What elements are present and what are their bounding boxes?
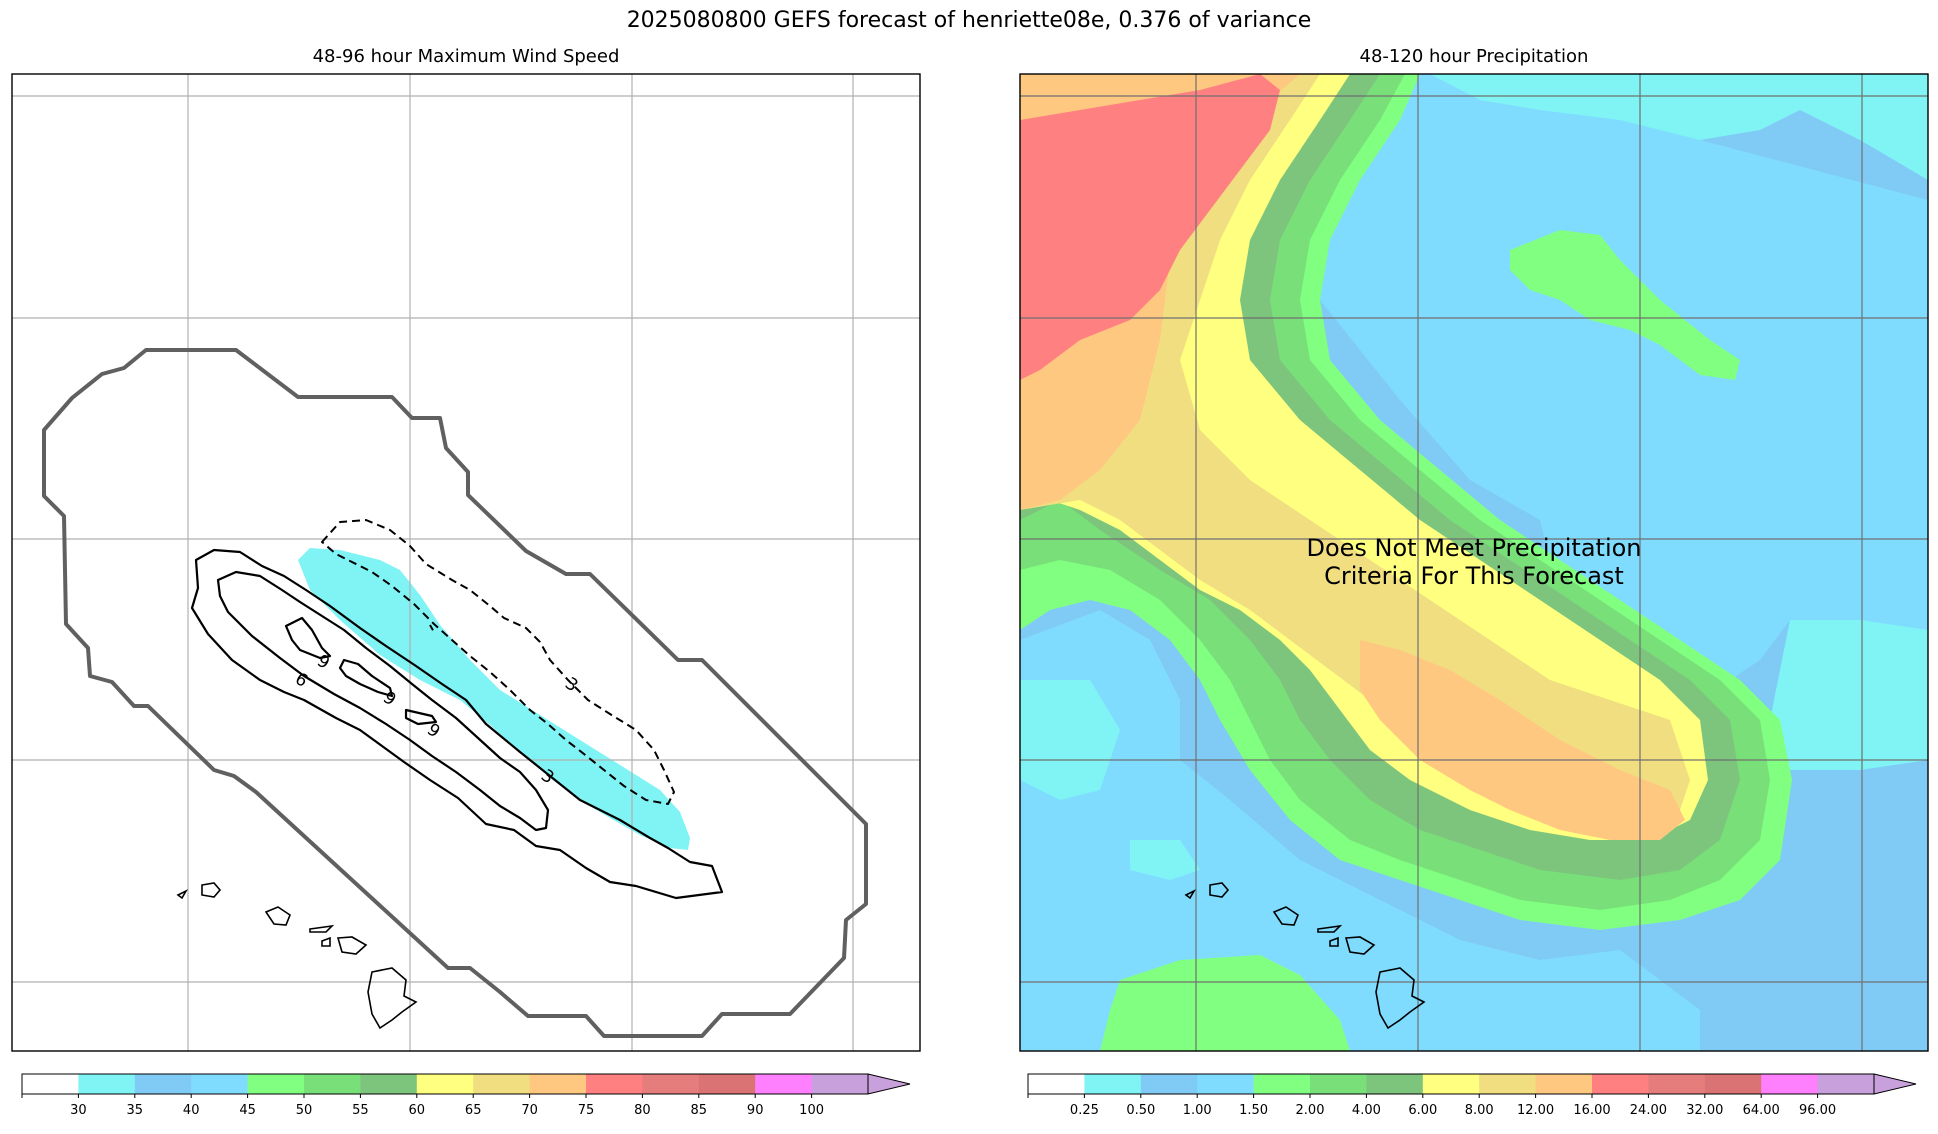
wind-colorbar-tick-label: 55	[352, 1103, 369, 1118]
wind-colorbar-swatch	[247, 1074, 305, 1094]
hawaii-islands-right	[1184, 882, 1426, 1030]
wind-colorbar-swatch	[360, 1074, 418, 1094]
precip-colorbar-swatch	[1592, 1074, 1649, 1094]
wind-colorbar-tick-label: 80	[634, 1103, 651, 1118]
wind-map-panel: 3 3 6 9 9 9	[11, 73, 921, 1052]
precip-colorbar-swatch	[1535, 1074, 1593, 1094]
wind-shaded-region	[298, 548, 690, 850]
wind-colorbar-tick-label: 85	[691, 1103, 708, 1118]
precip-colorbar-tick-label: 24.00	[1630, 1103, 1667, 1118]
precip-colorbar-tick-label: 16.00	[1573, 1103, 1610, 1118]
precip-panel-title: 48-120 hour Precipitation	[1359, 46, 1589, 67]
precip-colorbar-swatch	[1028, 1074, 1085, 1094]
precip-colorbar-tick-label: 12.00	[1517, 1103, 1554, 1118]
precip-colorbar-swatch	[1648, 1074, 1706, 1094]
wind-colorbar-tick-label: 100	[799, 1103, 824, 1118]
wind-panel-title: 48-96 hour Maximum Wind Speed	[312, 46, 620, 67]
precip-colorbar-tick-label: 4.00	[1352, 1103, 1381, 1118]
precip-colorbar-swatch	[1761, 1074, 1819, 1094]
wind-colorbar-tick-label: 50	[296, 1103, 313, 1118]
wind-colorbar-swatch	[191, 1074, 249, 1094]
precip-colorbar-tick-label: 8.00	[1465, 1103, 1494, 1118]
wind-colorbar-swatch	[698, 1074, 756, 1094]
wind-colorbar-swatch	[134, 1074, 192, 1094]
wind-contour-neg3b	[429, 624, 435, 633]
precip-colorbar-tick-label: 96.00	[1799, 1103, 1836, 1118]
precip-colorbar-swatch	[1422, 1074, 1480, 1094]
precip-grid	[1020, 74, 1928, 1051]
precip-colorbar-tick-label: 1.00	[1183, 1103, 1212, 1118]
precip-colorbar-swatch	[1479, 1074, 1537, 1094]
wind-contour-neg3	[321, 519, 675, 805]
precip-colorbar-tick-label: 32.00	[1686, 1103, 1723, 1118]
precip-colorbar-swatch	[1197, 1074, 1255, 1094]
wind-colorbar-tick-label: 65	[465, 1103, 482, 1118]
wind-colorbar-swatch	[529, 1074, 587, 1094]
wind-envelope-contour	[42, 348, 868, 1038]
precip-colorbar-swatch	[1817, 1074, 1875, 1094]
precip-colorbar-swatch	[1140, 1074, 1198, 1094]
precip-colorbar-tick-label: 1.50	[1239, 1103, 1268, 1118]
wind-colorbar-tick-label: 60	[409, 1103, 426, 1118]
precip-colorbar-tick-label: 6.00	[1408, 1103, 1437, 1118]
wind-colorbar-tick-label: 35	[127, 1103, 144, 1118]
precip-colorbar-tick-label: 64.00	[1743, 1103, 1780, 1118]
precip-colorbar-tick-label: 0.25	[1070, 1103, 1099, 1118]
wind-colorbar-swatch	[473, 1074, 531, 1094]
precip-colorbar-swatch	[1366, 1074, 1424, 1094]
wind-colorbar-tick-label: 90	[747, 1103, 764, 1118]
precip-map-panel: Does Not Meet Precipitation Criteria For…	[1019, 73, 1929, 1052]
precip-criteria-line2: Criteria For This Forecast	[1324, 562, 1624, 590]
wind-colorbar-swatch	[78, 1074, 136, 1094]
wind-contour-9a	[216, 570, 550, 832]
wind-contour-9d	[404, 708, 438, 726]
precip-colorbar-tick-label: 0.50	[1126, 1103, 1155, 1118]
precip-colorbar: 0.25 0.50 1.00 1.50 2.00 4.00 6.00 8.00 12.00 16.…	[1027, 1073, 1917, 1118]
wind-colorbar-extend-arrow	[867, 1073, 911, 1095]
wind-colorbar-tick-label: 70	[521, 1103, 538, 1118]
wind-colorbar-swatch	[811, 1074, 869, 1094]
wind-colorbar: 30 35 40 45 50 55 60 65 70 75 80 85 90 100	[21, 1073, 911, 1118]
wind-colorbar-swatch	[642, 1074, 700, 1094]
precip-colorbar-swatch	[1310, 1074, 1367, 1094]
precip-colorbar-extend-arrow	[1873, 1073, 1917, 1095]
figure-title: 2025080800 GEFS forecast of henriette08e…	[626, 8, 1312, 33]
wind-grid	[12, 74, 920, 1051]
wind-contour-9c	[338, 658, 394, 698]
wind-colorbar-swatch	[22, 1074, 79, 1094]
wind-colorbar-tick-label: 40	[183, 1103, 200, 1118]
precip-colorbar-swatch	[1084, 1074, 1142, 1094]
wind-colorbar-swatch	[586, 1074, 643, 1094]
wind-colorbar-swatch	[304, 1074, 361, 1094]
wind-colorbar-swatch	[755, 1074, 813, 1094]
precip-colorbar-swatch	[1704, 1074, 1762, 1094]
wind-colorbar-tick-label: 75	[578, 1103, 595, 1118]
precip-criteria-line1: Does Not Meet Precipitation	[1306, 534, 1641, 562]
wind-contour-6	[190, 548, 724, 900]
wind-colorbar-swatch	[416, 1074, 474, 1094]
wind-contour-9b	[284, 616, 332, 660]
precip-colorbar-tick-label: 2.00	[1296, 1103, 1325, 1118]
precip-colorbar-swatch	[1253, 1074, 1311, 1094]
wind-colorbar-tick-label: 30	[70, 1103, 87, 1118]
wind-colorbar-tick-label: 45	[239, 1103, 256, 1118]
hawaii-islands-left	[176, 882, 418, 1030]
